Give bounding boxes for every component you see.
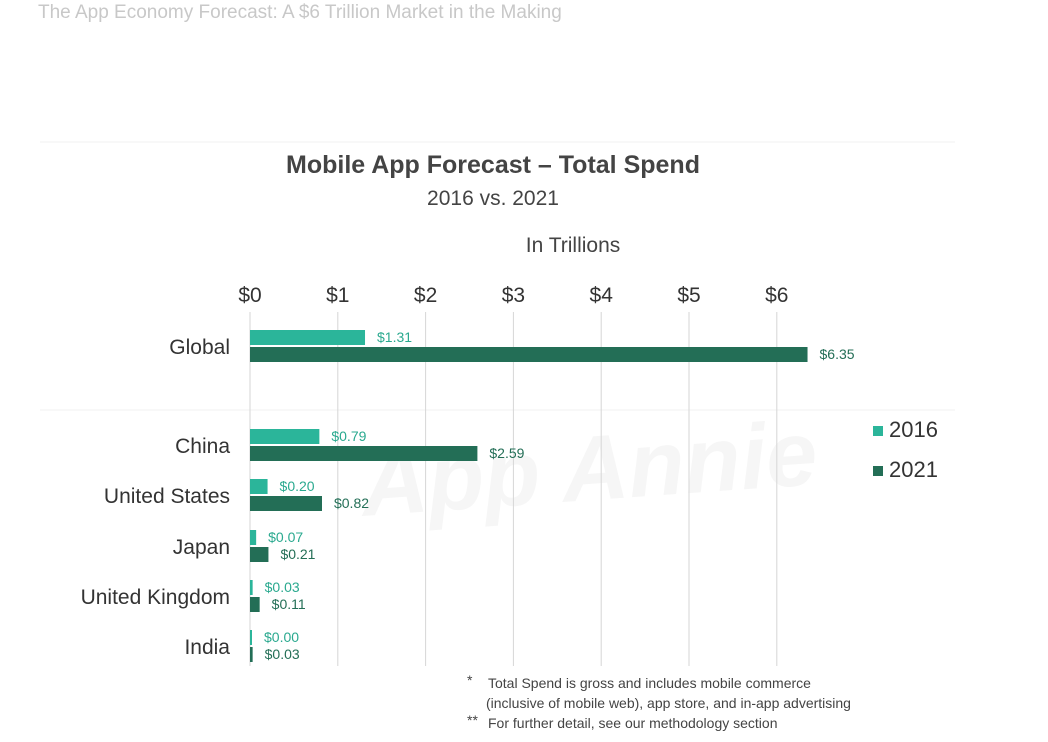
value-label-2016: $0.00 [264, 629, 299, 645]
value-label-2016: $0.07 [268, 529, 303, 545]
footnote-marker: ** [467, 712, 478, 728]
value-label-2021: $0.82 [334, 495, 369, 511]
legend-label-2021: 2021 [889, 457, 938, 482]
bar-2016 [250, 479, 268, 494]
footnote-line: Total Spend is gross and includes mobile… [488, 675, 811, 691]
bar-2021 [250, 647, 253, 662]
footnote-marker: * [467, 672, 473, 688]
value-label-2016: $0.79 [331, 428, 366, 444]
x-tick-label: $5 [677, 284, 700, 307]
x-tick-label: $6 [765, 284, 788, 307]
chart-title: Mobile App Forecast – Total Spend [286, 151, 700, 179]
bar-2021 [250, 547, 269, 562]
category-label: Global [169, 336, 230, 359]
category-label: United States [104, 485, 230, 508]
footnote-line: For further detail, see our methodology … [488, 715, 778, 731]
bar-2021 [250, 597, 260, 612]
x-tick-label: $1 [326, 284, 349, 307]
legend-swatch-2021 [873, 466, 883, 476]
bar-2021 [250, 496, 322, 511]
grid [249, 312, 778, 666]
category-label: Japan [173, 536, 230, 559]
value-label-2021: $6.35 [820, 346, 855, 362]
bar-2021 [250, 347, 808, 362]
bar-2021 [250, 446, 478, 461]
unit-label: In Trillions [526, 234, 621, 257]
x-tick-label: $4 [590, 284, 614, 307]
x-axis-ticks: $0 $1 $2 $3 $4 $5 $6 [238, 284, 788, 307]
category-labels: Global China United States Japan United King… [81, 336, 231, 659]
legend: 2016 2021 [873, 417, 938, 482]
x-tick-label: $3 [502, 284, 525, 307]
value-label-2016: $0.20 [280, 478, 315, 494]
value-label-2021: $0.11 [272, 596, 306, 612]
value-label-2016: $0.03 [265, 579, 300, 595]
category-label: United Kingdom [81, 586, 230, 609]
x-tick-label: $2 [414, 284, 437, 307]
bar-2016 [250, 429, 320, 444]
bar-2016 [250, 580, 253, 595]
x-tick-label: $0 [238, 284, 261, 307]
value-label-2021: $0.21 [280, 546, 315, 562]
footnotes: * Total Spend is gross and includes mobil… [467, 672, 851, 731]
legend-label-2016: 2016 [889, 417, 938, 442]
value-labels: $1.31 $6.35 $0.79 $2.59 $0.20 $0.82 $0.07$0.21… [264, 329, 855, 662]
bar-2016 [250, 330, 366, 345]
value-label-2021: $0.03 [265, 646, 300, 662]
bar-2016 [250, 630, 252, 645]
bar-2016 [250, 530, 257, 545]
value-label-2016: $1.31 [377, 329, 412, 345]
footnote-line: (inclusive of mobile web), app store, an… [486, 695, 851, 711]
value-label-2021: $2.59 [489, 445, 524, 461]
bars [250, 330, 808, 662]
category-label: China [175, 435, 230, 458]
chart-subtitle: 2016 vs. 2021 [427, 187, 559, 210]
legend-swatch-2016 [873, 426, 883, 436]
page-header: The App Economy Forecast: A $6 Trillion … [38, 2, 562, 23]
category-label: India [184, 636, 230, 659]
